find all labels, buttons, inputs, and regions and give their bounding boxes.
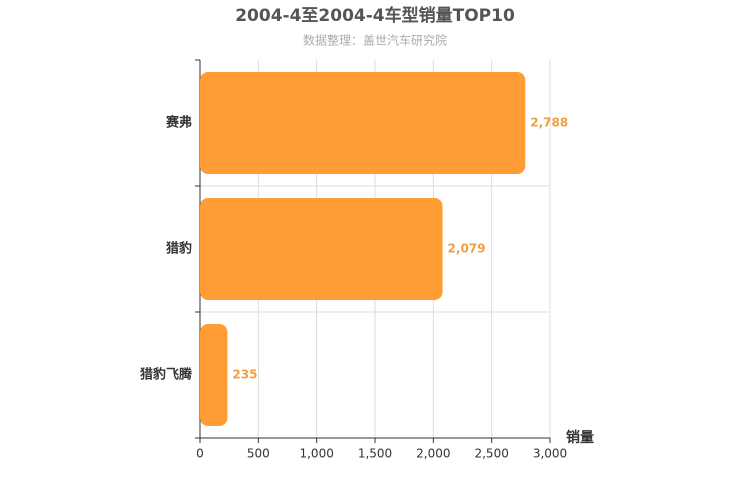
- value-label: 2,079: [448, 242, 486, 256]
- chart-subtitle: 数据整理：盖世汽车研究院: [303, 33, 447, 48]
- x-tick-label: 2,000: [416, 447, 450, 461]
- x-tick-label: 0: [196, 447, 204, 461]
- value-label: 2,788: [530, 116, 568, 130]
- value-label: 235: [232, 368, 257, 382]
- x-tick-label: 500: [247, 447, 270, 461]
- x-axis-label: 销量: [566, 429, 594, 446]
- bar: [200, 72, 526, 174]
- x-tick-label: 2,500: [474, 447, 508, 461]
- y-tick-label: 猎豹: [166, 241, 192, 257]
- bar: [200, 198, 443, 300]
- y-tick-label: 赛弗: [165, 115, 192, 131]
- x-tick-label: 1,000: [299, 447, 333, 461]
- x-tick-label: 3,000: [533, 447, 567, 461]
- chart-title: 2004-4至2004-4车型销量TOP10: [235, 5, 515, 26]
- y-tick-label: 猎豹飞腾: [140, 367, 193, 383]
- bar: [200, 324, 228, 426]
- x-tick-label: 1,500: [358, 447, 392, 461]
